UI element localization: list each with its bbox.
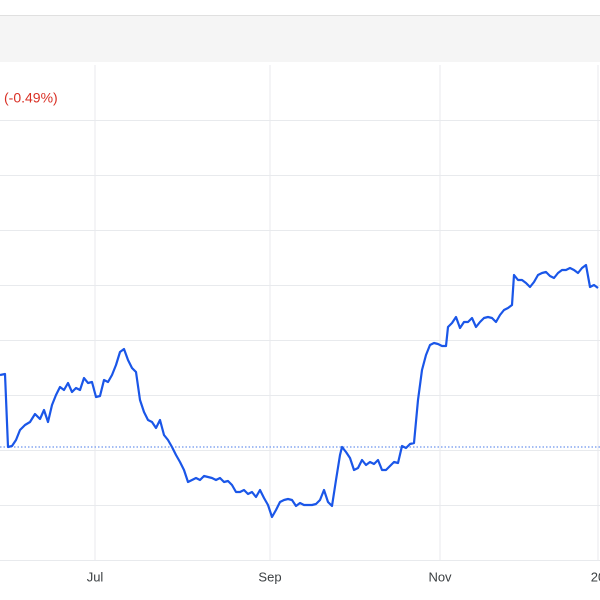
x-tick-label: Jul [87, 569, 104, 584]
x-tick-label: Sep [258, 569, 281, 584]
x-tick-label: 20 [591, 569, 600, 584]
header-band [0, 15, 600, 62]
change-label: (-0.49%) [4, 90, 58, 106]
x-tick-label: Nov [428, 569, 452, 584]
price-line [0, 263, 599, 519]
